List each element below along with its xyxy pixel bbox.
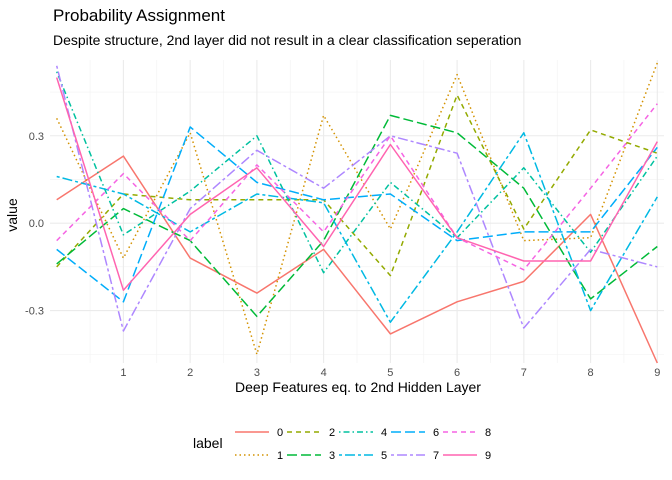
legend-label-4: 4 bbox=[381, 427, 387, 439]
series-line-5 bbox=[56, 132, 658, 323]
series-lines bbox=[55, 62, 659, 364]
legend-label-3: 3 bbox=[329, 450, 335, 462]
chart-subtitle: Despite structure, 2nd layer did not res… bbox=[53, 32, 522, 48]
x-tick-label: 2 bbox=[187, 367, 193, 379]
series-line-7 bbox=[55, 65, 658, 332]
x-axis-title: Deep Features eq. to 2nd Hidden Layer bbox=[235, 379, 481, 395]
y-tick-label: -0.3 bbox=[25, 306, 44, 318]
series-line-2 bbox=[56, 94, 658, 277]
series-line-9 bbox=[55, 77, 658, 291]
x-axis-ticks: 1 2 3 4 5 6 7 8 9 bbox=[120, 367, 660, 379]
legend-label-7: 7 bbox=[433, 450, 439, 462]
x-tick-label: 5 bbox=[387, 367, 393, 379]
x-tick-label: 7 bbox=[521, 367, 527, 379]
series-line-1 bbox=[56, 62, 659, 356]
legend-label-6: 6 bbox=[433, 427, 439, 439]
series-line-0 bbox=[56, 155, 658, 364]
legend-label-8: 8 bbox=[485, 427, 491, 439]
y-tick-label: 0.0 bbox=[29, 218, 44, 230]
legend-label-1: 1 bbox=[277, 450, 283, 462]
series-line-6 bbox=[56, 126, 658, 303]
x-tick-label: 4 bbox=[321, 367, 327, 379]
chart-title: Probability Assignment bbox=[53, 6, 225, 25]
legend-label-5: 5 bbox=[381, 450, 387, 462]
x-tick-label: 3 bbox=[254, 367, 260, 379]
gridlines bbox=[50, 60, 664, 363]
x-tick-label: 9 bbox=[654, 367, 660, 379]
x-tick-label: 1 bbox=[120, 367, 126, 379]
x-tick-label: 6 bbox=[454, 367, 460, 379]
legend: label 0 1 2 3 4 5 6 7 8 9 bbox=[193, 427, 491, 462]
y-axis-ticks: -0.3 0.0 0.3 bbox=[25, 131, 44, 318]
legend-label-0: 0 bbox=[277, 427, 283, 439]
legend-title: label bbox=[193, 435, 223, 451]
x-tick-label: 8 bbox=[588, 367, 594, 379]
legend-label-2: 2 bbox=[329, 427, 335, 439]
y-axis-title: value bbox=[4, 198, 20, 232]
series-line-8 bbox=[56, 103, 658, 271]
legend-label-9: 9 bbox=[485, 450, 491, 462]
y-tick-label: 0.3 bbox=[29, 131, 44, 143]
